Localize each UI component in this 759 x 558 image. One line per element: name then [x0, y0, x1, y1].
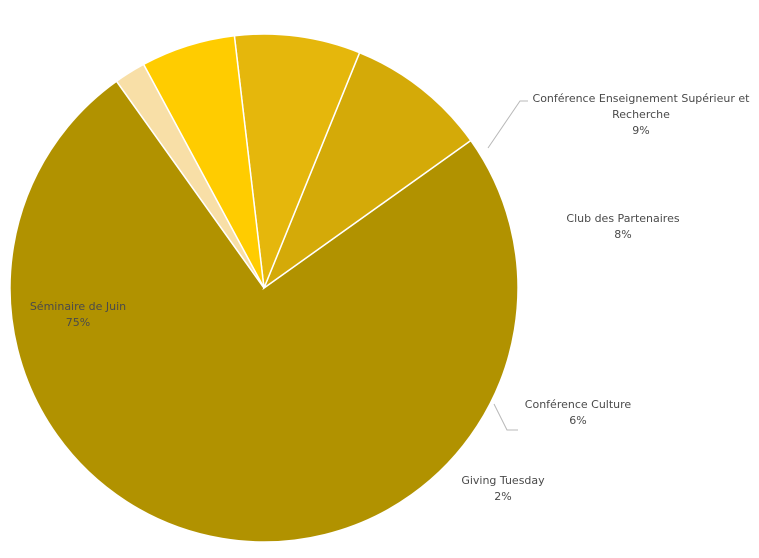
pie-slice-club-des-partenaires [233, 33, 361, 289]
pie-slices [9, 33, 519, 543]
slice-label-conf-esr-line2: Recherche [612, 108, 670, 121]
pie-slice-seminaire-de-juin [9, 80, 519, 543]
leader-line-culture [493, 403, 518, 431]
slice-label-conf-esr-line1: Conférence Enseignement Supérieur et [533, 92, 751, 105]
pie-slice-giving-tuesday [115, 63, 265, 289]
leader-lines [487, 100, 528, 431]
slice-label-conf-esr-pct: 9% [632, 124, 649, 137]
slice-label-culture-pct: 6% [569, 414, 586, 427]
pie-slice-conference-esr [262, 51, 472, 291]
slice-label-culture-name: Conférence Culture [525, 398, 632, 411]
leader-line-conf-esr [487, 100, 528, 149]
slice-label-seminaire-pct: 75% [66, 316, 90, 329]
slice-label-giving-pct: 2% [494, 490, 511, 503]
slice-label-giving-name: Giving Tuesday [461, 474, 545, 487]
slice-label-seminaire-name: Séminaire de Juin [30, 300, 126, 313]
slice-label-club-name: Club des Partenaires [566, 212, 679, 225]
slice-label-club-pct: 8% [614, 228, 631, 241]
